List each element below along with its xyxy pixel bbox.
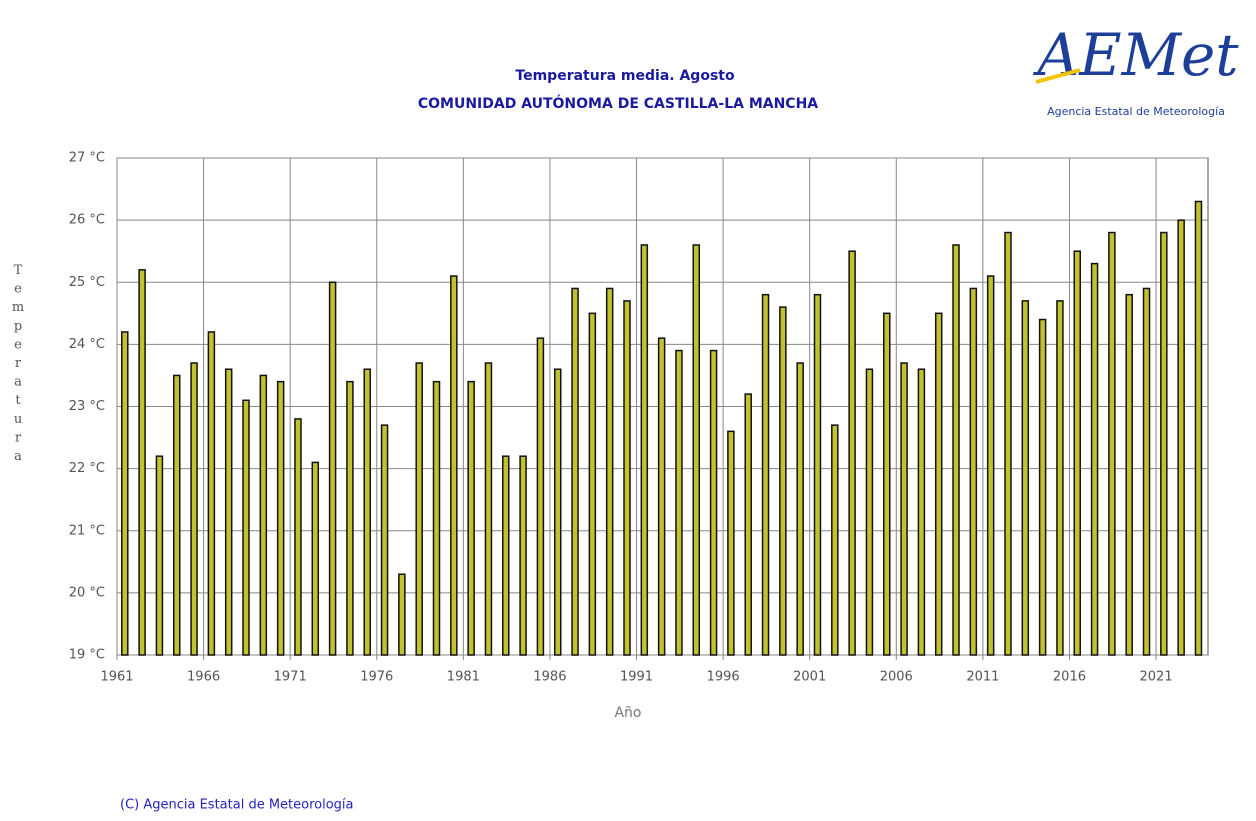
- bar: [1021, 300, 1030, 656]
- bar: [709, 349, 718, 656]
- bar: [155, 455, 164, 656]
- bar: [986, 275, 995, 656]
- bar: [1194, 200, 1203, 656]
- chart-title: Temperatura media. Agosto: [515, 68, 735, 84]
- bar: [294, 418, 302, 656]
- x-tick-label: 1991: [620, 670, 653, 685]
- bar: [1090, 262, 1099, 656]
- logo-name: AEMet: [1032, 21, 1239, 89]
- bar: [207, 331, 216, 656]
- bar: [519, 455, 527, 656]
- x-tick-label: 2006: [880, 670, 913, 685]
- bar: [432, 380, 441, 656]
- bar: [502, 455, 510, 656]
- bar: [848, 250, 856, 656]
- logo-tagline: Agencia Estatal de Meteorología: [1047, 105, 1225, 118]
- bar: [934, 312, 943, 656]
- x-tick-label: 1966: [187, 670, 220, 685]
- x-tick-label: 1996: [707, 670, 740, 685]
- bar: [276, 380, 285, 656]
- bar: [692, 244, 701, 656]
- bar: [1038, 318, 1047, 656]
- x-tick-label: 2001: [793, 670, 826, 685]
- x-tick-label: 1986: [533, 670, 566, 685]
- logo-swoosh: [1035, 68, 1081, 84]
- y-tick-label: 21 °C: [69, 523, 105, 538]
- bar: [952, 244, 960, 656]
- bar: [813, 293, 822, 656]
- bar: [571, 287, 579, 656]
- bar: [1125, 293, 1133, 656]
- y-tick-label: 26 °C: [69, 213, 105, 228]
- bar: [224, 368, 233, 656]
- bar: [831, 424, 839, 656]
- bar: [865, 368, 874, 656]
- bar: [138, 269, 146, 656]
- bar: [640, 244, 649, 656]
- bar: [969, 287, 978, 656]
- bar: [917, 368, 926, 656]
- bar: [415, 362, 423, 656]
- bar: [1160, 231, 1168, 656]
- bar: [398, 573, 406, 656]
- y-tick-label: 24 °C: [69, 337, 105, 352]
- y-tick-label: 25 °C: [69, 275, 105, 290]
- bar: [883, 312, 891, 656]
- bar: [467, 380, 475, 656]
- bar: [761, 293, 770, 656]
- x-tick-label: 1961: [100, 670, 133, 685]
- bar: [380, 424, 389, 656]
- bar: [259, 374, 268, 656]
- bar: [172, 374, 181, 656]
- bar: [1108, 231, 1116, 656]
- bar: [1073, 250, 1082, 656]
- bar: [121, 331, 129, 656]
- bar: [1004, 231, 1012, 656]
- y-tick-label: 20 °C: [69, 585, 105, 600]
- x-tick-label: 1971: [274, 670, 307, 685]
- bar: [900, 362, 908, 656]
- y-tick-label: 27 °C: [69, 151, 105, 166]
- x-tick-label: 2011: [966, 670, 999, 685]
- bar: [623, 300, 631, 656]
- bar: [450, 275, 458, 656]
- x-tick-label: 1981: [447, 670, 480, 685]
- bar: [605, 287, 614, 656]
- chart-subtitle: COMUNIDAD AUTÓNOMA DE CASTILLA-LA MANCHA: [418, 94, 818, 112]
- x-tick-label: 1976: [360, 670, 393, 685]
- bar: [190, 362, 198, 656]
- bar: [328, 281, 337, 656]
- y-tick-label: 23 °C: [69, 399, 105, 414]
- bar: [536, 337, 545, 656]
- bar: [1056, 300, 1064, 656]
- bar: [242, 399, 250, 656]
- bar: [553, 368, 562, 656]
- bar: [1142, 287, 1151, 656]
- bar: [744, 393, 752, 656]
- bar: [588, 312, 597, 656]
- bar: [363, 368, 371, 656]
- footer: (C) Agencia Estatal de Meteorología: [120, 798, 354, 813]
- bar: [311, 461, 320, 656]
- x-axis-label: Año: [614, 705, 641, 721]
- bar: [727, 430, 735, 656]
- bar: [484, 362, 493, 656]
- bar: [796, 362, 804, 656]
- bar: [346, 380, 354, 656]
- x-tick-label: 2016: [1053, 670, 1086, 685]
- bar: [1177, 219, 1185, 656]
- x-tick-label: 2021: [1140, 670, 1173, 685]
- bar: [657, 337, 666, 656]
- y-tick-label: 19 °C: [69, 648, 105, 663]
- y-tick-label: 22 °C: [69, 461, 105, 476]
- bar: [779, 306, 787, 656]
- bar: [675, 349, 683, 656]
